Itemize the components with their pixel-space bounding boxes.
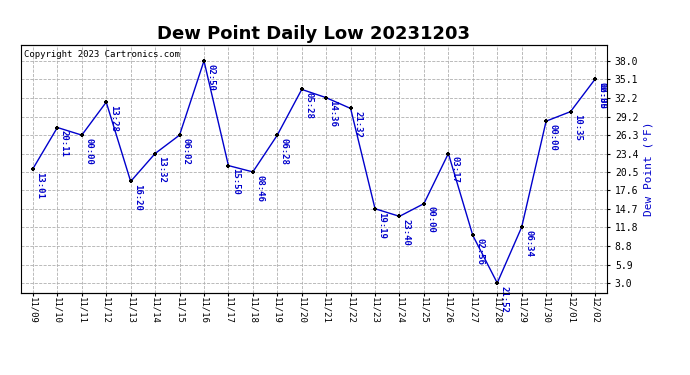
Point <box>296 86 307 92</box>
Point <box>540 118 551 124</box>
Point <box>272 132 283 138</box>
Text: 19:19: 19:19 <box>377 211 386 238</box>
Text: 21:52: 21:52 <box>500 286 509 313</box>
Point <box>321 94 332 100</box>
Point <box>77 132 88 138</box>
Text: 21:32: 21:32 <box>353 111 362 138</box>
Text: 13:32: 13:32 <box>157 156 166 183</box>
Text: 20:11: 20:11 <box>60 130 69 157</box>
Text: 02:50: 02:50 <box>206 64 215 90</box>
Point <box>492 280 503 286</box>
Text: 03:17: 03:17 <box>451 156 460 183</box>
Point <box>443 150 454 156</box>
Point <box>418 201 429 207</box>
Y-axis label: Dew Point (°F): Dew Point (°F) <box>644 122 654 216</box>
Point <box>516 224 527 230</box>
Point <box>345 105 356 111</box>
Point <box>223 163 234 169</box>
Text: 06:02: 06:02 <box>182 138 191 165</box>
Text: 14:36: 14:36 <box>328 100 337 128</box>
Point <box>370 206 381 212</box>
Title: Dew Point Daily Low 20231203: Dew Point Daily Low 20231203 <box>157 26 471 44</box>
Point <box>394 213 405 219</box>
Text: 13:01: 13:01 <box>35 171 44 198</box>
Text: 12:35: 12:35 <box>598 82 607 109</box>
Point <box>174 132 185 138</box>
Point <box>565 109 576 115</box>
Text: 13:28: 13:28 <box>109 105 118 132</box>
Point <box>199 58 210 64</box>
Text: 06:00: 06:00 <box>598 82 607 109</box>
Point <box>101 99 112 105</box>
Text: 16:20: 16:20 <box>133 184 142 211</box>
Point <box>247 169 258 175</box>
Text: 02:56: 02:56 <box>475 238 484 265</box>
Text: 00:00: 00:00 <box>84 138 93 165</box>
Text: 15:50: 15:50 <box>231 168 240 195</box>
Text: 08:46: 08:46 <box>255 175 264 202</box>
Point <box>589 76 600 82</box>
Point <box>28 166 39 172</box>
Text: 23:40: 23:40 <box>402 219 411 246</box>
Point <box>467 232 478 238</box>
Text: Copyright 2023 Cartronics.com: Copyright 2023 Cartronics.com <box>23 50 179 59</box>
Point <box>150 150 161 156</box>
Point <box>125 178 136 184</box>
Text: 10:35: 10:35 <box>573 114 582 141</box>
Text: 06:34: 06:34 <box>524 230 533 257</box>
Point <box>52 124 63 130</box>
Text: 06:28: 06:28 <box>279 138 288 165</box>
Text: 05:28: 05:28 <box>304 92 313 119</box>
Text: 00:00: 00:00 <box>426 206 435 233</box>
Text: 00:00: 00:00 <box>549 124 558 151</box>
